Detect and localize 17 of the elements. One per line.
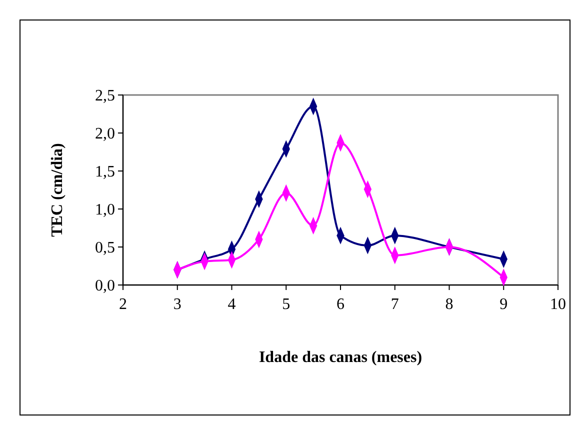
x-tick-label: 9 bbox=[500, 296, 508, 313]
y-axis-title: TEC (cm/dia) bbox=[49, 143, 66, 237]
x-tick-label: 5 bbox=[282, 296, 290, 313]
x-tick-label: 3 bbox=[173, 296, 182, 313]
x-tick-label: 4 bbox=[228, 296, 236, 313]
y-tick-label: 1,0 bbox=[95, 202, 115, 219]
x-tick-label: 8 bbox=[445, 296, 454, 313]
x-tick-label: 10 bbox=[550, 296, 566, 313]
y-tick-label: 0,5 bbox=[95, 240, 115, 257]
x-tick-label: 7 bbox=[390, 296, 399, 313]
y-tick-label: 2,0 bbox=[95, 126, 115, 143]
y-tick-label: 2,5 bbox=[95, 88, 115, 105]
y-tick-label: 1,5 bbox=[95, 164, 115, 181]
x-axis-title: Idade das canas (meses) bbox=[258, 349, 422, 366]
x-tick-label: 6 bbox=[336, 296, 344, 313]
x-tick-label: 2 bbox=[119, 296, 127, 313]
y-tick-label: 0,0 bbox=[95, 278, 115, 295]
